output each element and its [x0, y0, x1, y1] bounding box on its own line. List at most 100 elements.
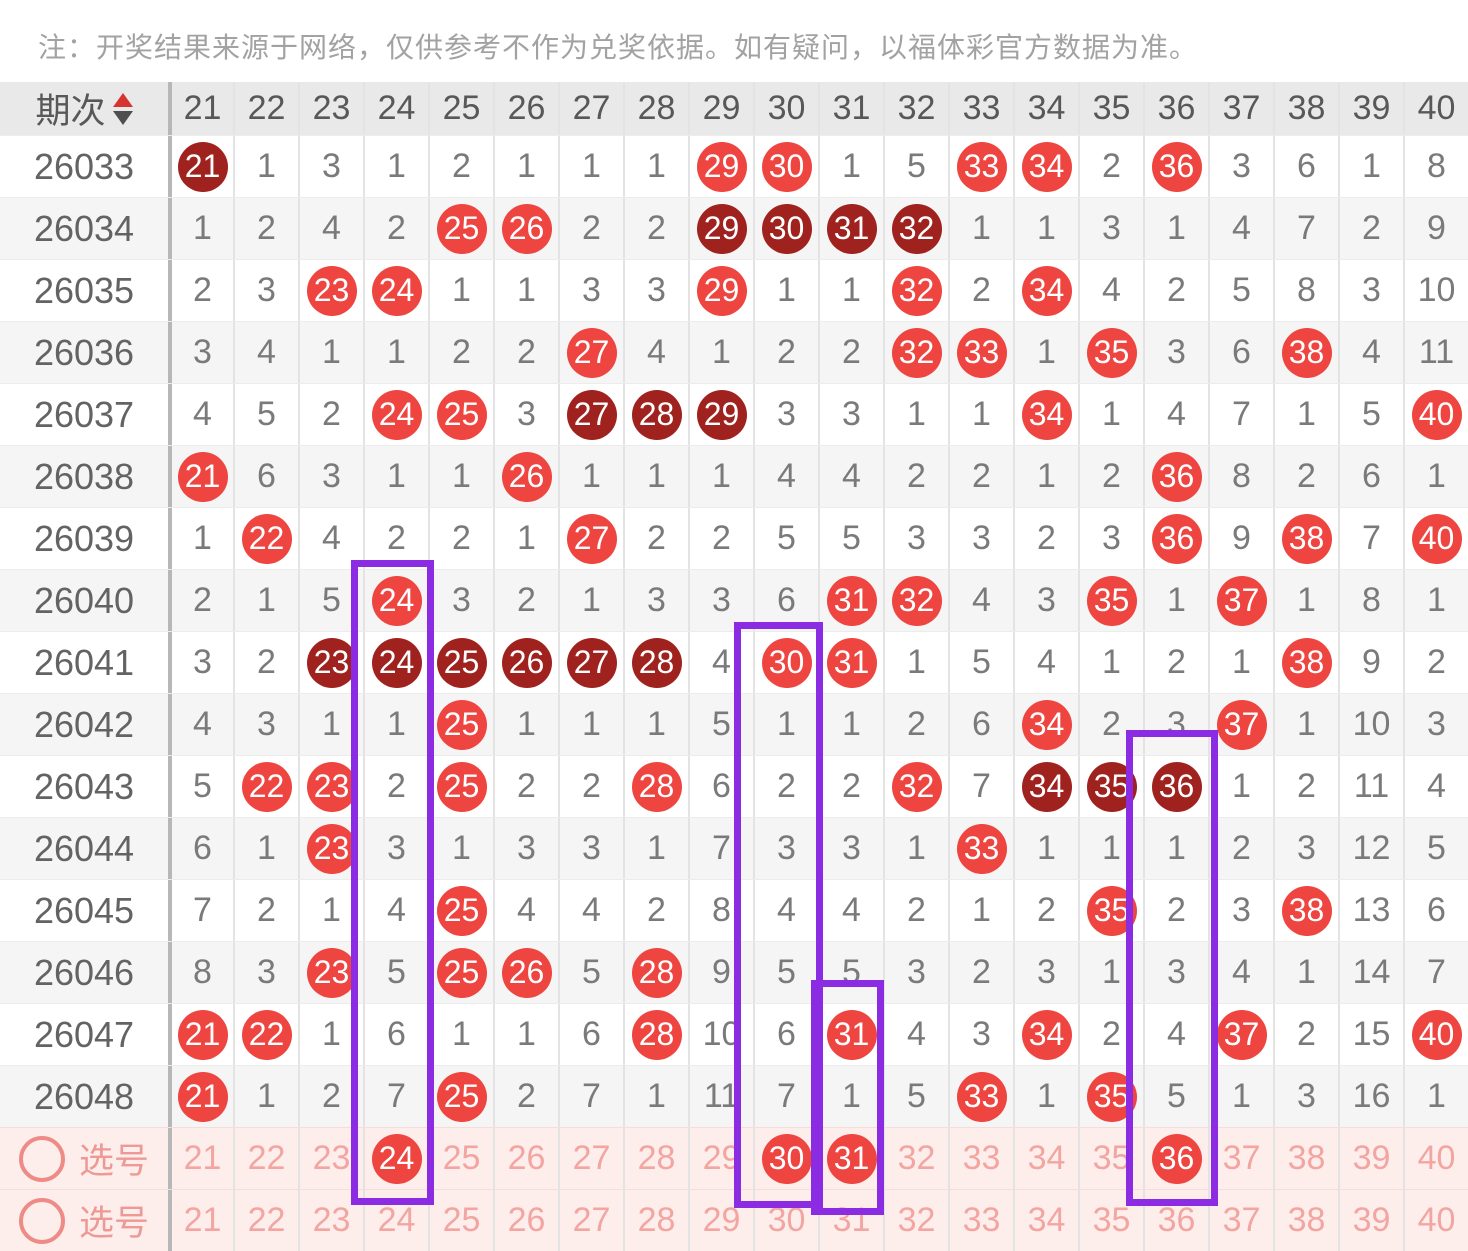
selection-number-cell[interactable]: 37: [1208, 1190, 1273, 1251]
table-row: 26047 21 22 1 6 1 1 6 28 10 6 31 4 3 34 2 4 37 2 15 40: [0, 1003, 1468, 1065]
number-cell: 1: [1273, 384, 1338, 445]
number-cell: 2: [948, 260, 1013, 321]
selection-number-cell[interactable]: 26: [493, 1190, 558, 1251]
number-cell: 5: [1338, 384, 1403, 445]
selection-number-cell[interactable]: 33: [948, 1128, 1013, 1189]
table-row: 26038 21 6 3 1 1 26 1 1 1 4 4 2 2 1 2 36 8 2 6 1: [0, 445, 1468, 507]
selected-number-ball[interactable]: 24: [371, 1133, 422, 1184]
selection-number-cell[interactable]: 21: [168, 1190, 233, 1251]
selection-number-cell[interactable]: 28: [623, 1190, 688, 1251]
drawn-number-ball: 21: [177, 1071, 228, 1122]
drawn-number-ball: 25: [436, 1071, 487, 1122]
selection-number-cell[interactable]: 32: [883, 1190, 948, 1251]
number-cell: 3: [363, 818, 428, 879]
number-cell: 2: [233, 198, 298, 259]
selection-number-cell[interactable]: 38: [1273, 1128, 1338, 1189]
sort-ascending-icon[interactable]: [112, 92, 133, 107]
selection-number-cell[interactable]: 35: [1078, 1190, 1143, 1251]
number-cell: 4: [1013, 632, 1078, 693]
number-cell: 6: [688, 756, 753, 817]
selection-number-cell[interactable]: 23: [298, 1128, 363, 1189]
number-cell: 38: [1273, 880, 1338, 941]
selection-number-cell[interactable]: 23: [298, 1190, 363, 1251]
number-cell: 29: [688, 260, 753, 321]
selection-number-cell[interactable]: 36: [1143, 1128, 1208, 1189]
number-cell: 2: [493, 322, 558, 383]
selection-number-cell[interactable]: 37: [1208, 1128, 1273, 1189]
number-cell: 6: [558, 1004, 623, 1065]
drawn-number-ball: 40: [1411, 513, 1462, 564]
number-cell: 25: [428, 880, 493, 941]
number-cell: 2: [233, 880, 298, 941]
number-cell: 2: [1143, 880, 1208, 941]
number-cell: 4: [168, 384, 233, 445]
number-cell: 2: [1078, 136, 1143, 197]
selection-number-cell[interactable]: 22: [233, 1190, 298, 1251]
number-cell: 4: [883, 1004, 948, 1065]
number-cell: 4: [753, 446, 818, 507]
number-cell: 3: [948, 1004, 1013, 1065]
drawn-number-ball: 29: [696, 203, 747, 254]
selection-number-cell[interactable]: 34: [1013, 1128, 1078, 1189]
number-cell: 3: [1078, 508, 1143, 569]
drawn-number-ball: 25: [436, 947, 487, 998]
sort-descending-icon[interactable]: [112, 110, 133, 125]
number-cell: 4: [948, 570, 1013, 631]
number-cell: 30: [753, 632, 818, 693]
radio-button-icon[interactable]: [18, 1197, 65, 1244]
selection-number-cell[interactable]: 40: [1403, 1128, 1468, 1189]
selected-number-ball[interactable]: 36: [1151, 1133, 1202, 1184]
number-cell: 3: [753, 384, 818, 445]
number-cell: 3: [623, 260, 688, 321]
drawn-number-ball: 23: [306, 823, 357, 874]
number-cell: 32: [883, 198, 948, 259]
selection-number-cell[interactable]: 25: [428, 1128, 493, 1189]
number-cell: 40: [1403, 1004, 1468, 1065]
selection-number-cell[interactable]: 39: [1338, 1190, 1403, 1251]
selection-number-cell[interactable]: 33: [948, 1190, 1013, 1251]
radio-button-icon[interactable]: [18, 1135, 65, 1182]
number-cell: 37: [1208, 1004, 1273, 1065]
number-cell: 3: [1208, 136, 1273, 197]
number-cell: 21: [168, 1066, 233, 1127]
selection-number-cell[interactable]: 22: [233, 1128, 298, 1189]
number-cell: 4: [1403, 756, 1468, 817]
selection-number-cell[interactable]: 26: [493, 1128, 558, 1189]
number-cell: 1: [948, 384, 1013, 445]
number-cell: 1: [1403, 1066, 1468, 1127]
selection-number-cell[interactable]: 39: [1338, 1128, 1403, 1189]
number-cell: 2: [1338, 198, 1403, 259]
selection-number-cell[interactable]: 31: [818, 1190, 883, 1251]
number-cell: 1: [428, 818, 493, 879]
selection-number-cell[interactable]: 40: [1403, 1190, 1468, 1251]
number-cell: 1: [688, 446, 753, 507]
drawn-number-ball: 25: [436, 699, 487, 750]
selection-number-cell[interactable]: 27: [558, 1190, 623, 1251]
selection-number-cell[interactable]: 32: [883, 1128, 948, 1189]
selected-number-ball[interactable]: 31: [826, 1133, 877, 1184]
number-cell: 8: [1208, 446, 1273, 507]
selection-number-cell[interactable]: 34: [1013, 1190, 1078, 1251]
number-cell: 31: [818, 570, 883, 631]
selection-number-cell[interactable]: 30: [753, 1128, 818, 1189]
drawn-number-ball: 36: [1151, 141, 1202, 192]
number-cell: 1: [493, 694, 558, 755]
selection-number-cell[interactable]: 25: [428, 1190, 493, 1251]
selected-number-ball[interactable]: 30: [761, 1133, 812, 1184]
selection-number-cell[interactable]: 21: [168, 1128, 233, 1189]
drawn-number-ball: 21: [177, 451, 228, 502]
selection-number-cell[interactable]: 36: [1143, 1190, 1208, 1251]
period-column-header[interactable]: 期次: [0, 82, 168, 135]
selection-number-cell[interactable]: 38: [1273, 1190, 1338, 1251]
selection-number-cell[interactable]: 27: [558, 1128, 623, 1189]
selection-number-cell[interactable]: 31: [818, 1128, 883, 1189]
selection-number-cell[interactable]: 24: [363, 1128, 428, 1189]
selection-number-cell[interactable]: 24: [363, 1190, 428, 1251]
selection-number-cell[interactable]: 28: [623, 1128, 688, 1189]
number-cell: 2: [1143, 260, 1208, 321]
selection-number-cell[interactable]: 35: [1078, 1128, 1143, 1189]
period-cell: 26035: [33, 269, 135, 311]
number-cell: 38: [1273, 508, 1338, 569]
number-cell: 7: [363, 1066, 428, 1127]
number-cell: 1: [753, 260, 818, 321]
